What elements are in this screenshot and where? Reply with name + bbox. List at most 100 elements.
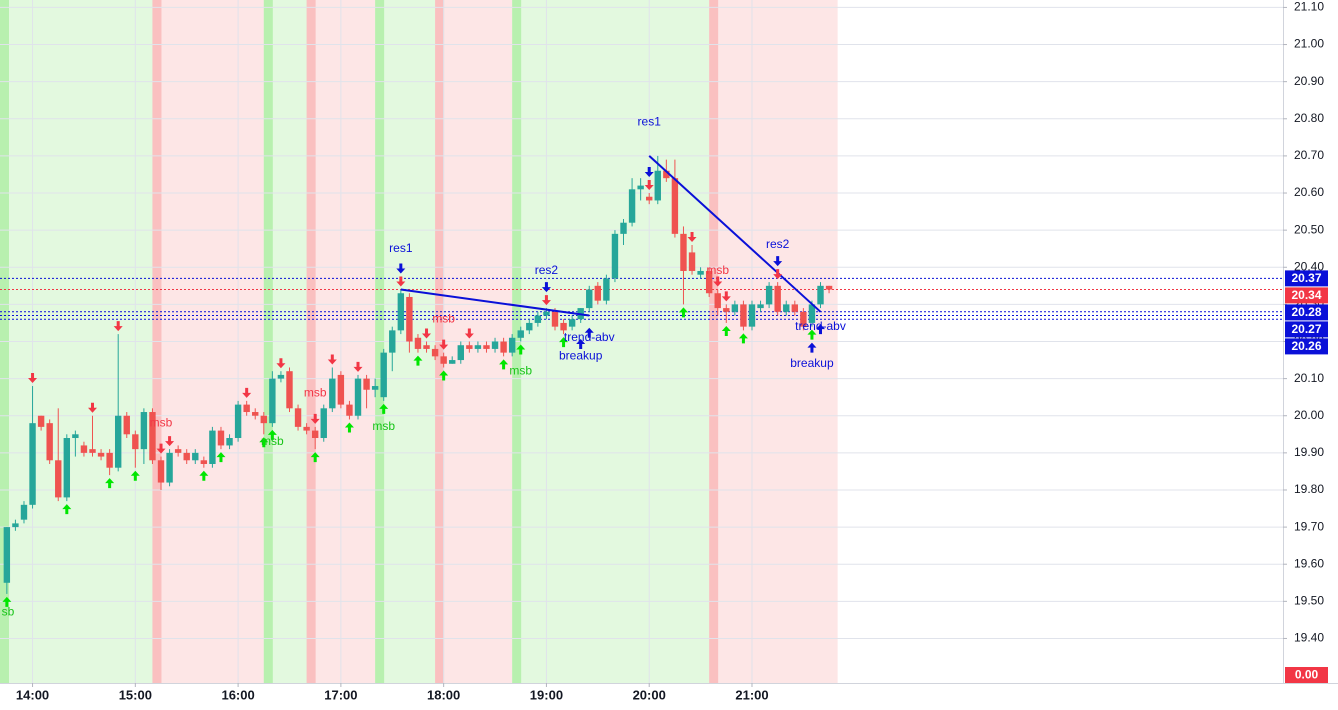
candle-body [132,434,139,450]
down-arrow [396,263,406,274]
candle-body [603,278,610,301]
up-arrow [678,307,688,318]
candle-body [414,337,422,349]
candle-body [517,330,524,338]
trendlines [400,155,822,317]
up-arrow [807,329,817,340]
y-tick-label: 20.90 [1294,74,1324,88]
price-label: 20.28 [1291,305,1321,319]
candle-body [586,289,593,309]
candle-body [637,185,644,190]
price-label-box [1285,338,1328,355]
up-arrow [344,422,354,433]
y-tick-label: 20.60 [1294,185,1324,199]
candle-body [440,356,447,364]
candle-body [431,348,439,357]
x-tick-label: 18:00 [427,687,460,702]
annotation: msb [432,311,455,325]
candle-body [217,430,225,446]
down-arrow [28,373,38,384]
up-arrow [2,596,12,607]
candle-body [63,438,71,498]
grid [0,0,1283,683]
candle-body [483,345,490,349]
candle-body [406,296,413,342]
candle-body [457,345,464,361]
candle-body [705,270,713,294]
annotation: res2 [535,263,559,277]
down-arrow [156,443,166,454]
annotations: sb msb msb msb msb msb msb msb res1 res2 res1 res2 t… [2,115,846,619]
down-arrow [773,256,783,267]
candle-body [363,378,370,390]
up-arrow [267,429,277,440]
candle-body [166,452,173,483]
candle-body [97,452,105,457]
price-label-box [1285,287,1328,304]
y-tick-label: 19.60 [1294,556,1324,570]
price-label: 20.37 [1291,271,1321,285]
candle-body [560,322,567,331]
candle-body [654,170,661,201]
annotation: msb [706,263,729,277]
y-tick-label: 20.10 [1294,371,1324,385]
up-arrow [721,325,731,336]
annotation: res1 [638,115,662,129]
up-arrow [738,333,748,344]
trendline [400,288,590,317]
candle-body [714,293,721,309]
candle-body [500,341,507,353]
candle-body [783,304,790,312]
candle-body [20,504,28,520]
candle-body [234,404,242,439]
y-tick-label: 19.80 [1294,482,1324,496]
price-label-box [1285,321,1328,338]
up-arrow [499,359,509,370]
candle-body [825,285,833,290]
x-tick-label: 21:00 [735,687,768,702]
candle-body [491,341,499,349]
candle-body [226,438,233,446]
up-arrow [559,337,569,348]
down-arrow [773,269,783,280]
candle-body [551,311,559,327]
time-axis-bg [0,683,1338,710]
down-arrow [439,339,449,350]
price-lines [0,277,1283,320]
price-axis-bg [1283,0,1338,710]
annotation: trend-abv [795,319,846,333]
down-arrow [87,402,97,413]
candle-body [72,434,79,439]
up-arrow [310,452,320,463]
down-arrow [644,167,654,178]
candle-body [329,378,336,409]
annotation: trend-abv [564,330,615,344]
candle-body [123,415,130,435]
price-label-box [1285,304,1328,321]
candle-body [192,452,199,461]
candle-body [346,404,353,416]
trendline [648,155,822,313]
candle-body [628,189,636,223]
y-tick-label: 20.50 [1294,222,1324,236]
candle-body [277,374,285,379]
annotation: res2 [766,237,790,251]
candle-body [174,449,182,453]
candle-body [106,452,113,468]
down-arrow [644,180,654,191]
up-arrow [807,342,817,353]
candle-body [817,285,824,305]
x-tick-label: 16:00 [221,687,254,702]
candle-body [89,449,96,453]
annotation: msb [509,363,532,377]
annotation: msb [150,415,173,429]
candle-body [543,311,550,316]
candle-body [294,408,302,427]
candle-body [740,304,747,327]
candle-body [55,460,62,498]
bottom-label: 0.00 [1295,668,1319,682]
candle-body [671,178,679,234]
up-arrow [379,403,389,414]
up-arrow [413,355,423,366]
